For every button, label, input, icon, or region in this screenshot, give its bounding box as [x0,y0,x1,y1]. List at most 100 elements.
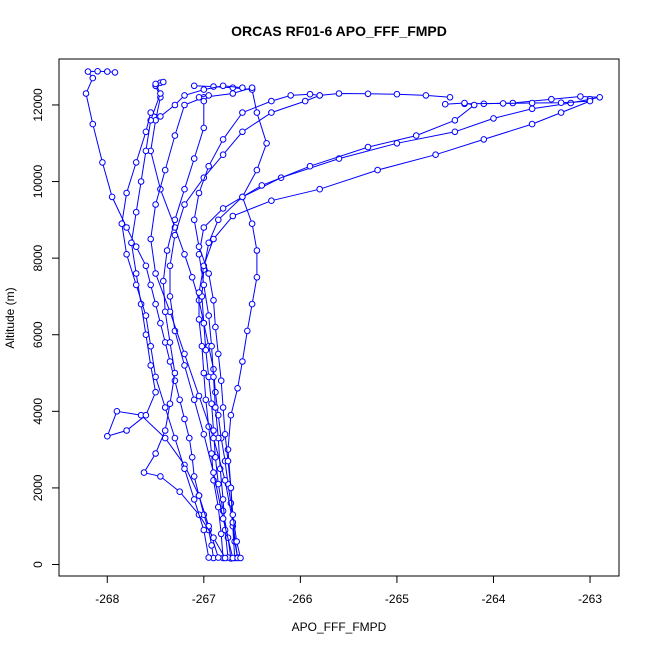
data-point [446,94,454,101]
data-point [123,251,130,258]
data-point [157,473,164,480]
data-point [181,101,188,109]
data-point [99,159,106,166]
data-point [229,519,237,526]
data-point [364,143,372,151]
data-point [181,92,188,99]
data-point [393,90,401,98]
data-point [108,193,116,201]
data-point [227,484,235,492]
data-point [161,427,169,434]
data-point [190,155,198,162]
data-point [316,185,324,193]
data-point [227,411,235,419]
data-point [166,293,174,300]
data-point [142,331,150,339]
data-point [229,212,237,220]
data-point [118,220,126,227]
data-point [202,346,210,354]
series-line [150,82,239,558]
data-point [567,99,575,107]
data-point [239,128,246,136]
data-point [412,132,420,139]
data-point [441,100,449,108]
data-point [237,554,244,562]
data-point [557,99,565,106]
data-point [132,270,140,277]
data-point [528,120,536,128]
data-point [470,101,478,109]
data-point [188,454,196,461]
x-tick-label: -263 [578,592,602,606]
x-axis-label: APO_FFF_FMPD [292,620,387,634]
data-point [490,115,497,122]
data-point [210,469,217,476]
data-point [94,68,101,75]
data-point [195,492,203,499]
data-point [422,92,430,99]
data-point [160,78,167,86]
data-point [132,243,140,250]
data-point [221,477,229,484]
data-point [432,151,439,158]
data-point [586,97,594,105]
y-axis-label: Altitude (m) [3,287,17,348]
data-point [190,473,198,480]
data-point [557,109,565,116]
x-tick-label: -268 [95,592,119,606]
data-point [253,166,261,174]
data-point [364,90,372,98]
data-point [528,99,536,107]
data-point [224,457,232,465]
data-point [190,216,198,224]
data-point [113,408,121,415]
data-point [258,182,266,189]
data-point [171,434,179,442]
data-point [171,132,179,139]
data-point [200,431,208,438]
data-point [195,392,203,400]
data-point [84,68,92,75]
data-point [239,358,246,365]
data-point [451,117,459,124]
data-point [132,281,140,289]
series-line [150,87,253,559]
data-point [176,488,183,496]
data-point [181,415,188,423]
data-point [208,342,215,350]
data-point [82,90,90,97]
data-point [205,92,212,99]
series-line [201,95,600,559]
data-point [152,80,159,88]
data-point [200,224,208,231]
data-point [142,411,150,419]
data-point [268,109,275,116]
data-point [217,377,225,385]
data-point [210,297,217,304]
data-point [205,554,212,561]
data-point [123,427,130,434]
data-point [188,274,196,281]
data-point [166,358,174,365]
data-point [152,201,159,208]
x-tick-label: -266 [288,592,312,606]
data-point [268,97,275,105]
data-point [142,128,150,136]
data-point [253,247,261,254]
data-point [221,431,229,438]
series-layer [82,68,604,562]
data-point [104,432,111,440]
data-point [181,201,188,208]
data-point [229,90,237,97]
data-point [147,362,154,369]
data-point [161,404,169,411]
data-point [316,92,324,99]
data-point [221,554,229,562]
data-point [104,68,111,75]
data-point [263,140,270,147]
data-point [200,86,208,93]
data-point [219,404,227,411]
data-point [195,243,203,250]
data-point [195,189,203,197]
